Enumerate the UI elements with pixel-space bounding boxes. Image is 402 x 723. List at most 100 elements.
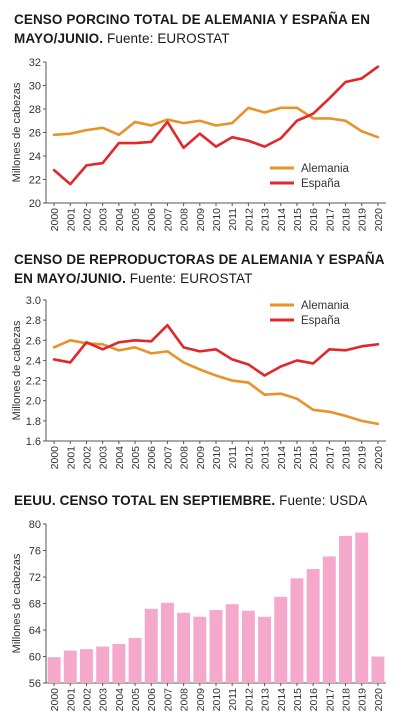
y-tick-label: 22	[29, 175, 41, 187]
x-tick-label: 2002	[81, 688, 93, 712]
y-axis-title: Millones de cabezas	[11, 553, 23, 653]
y-tick-label: 80	[29, 519, 41, 531]
x-tick-label: 2006	[146, 208, 158, 232]
y-tick-label: 28	[29, 104, 41, 116]
x-tick-label: 2001	[65, 208, 77, 232]
chart-title-3-text: EEUU. CENSO TOTAL EN SEPTIEMBRE.	[14, 493, 276, 508]
bar-2015	[290, 578, 304, 683]
chart-1-group: 20 22 24 26 28 30 32 Millones de cabezas 2000 200…	[11, 57, 386, 231]
y-tick-label: 24	[29, 151, 41, 163]
y-tick-label: 30	[29, 81, 41, 93]
x-tick-label: 2018	[341, 688, 353, 712]
bar-2008	[177, 612, 191, 683]
x-tick-label: 2004	[114, 446, 126, 470]
y-axis-title: Millones de cabezas	[11, 82, 23, 182]
legend-label-alemania: Alemania	[301, 163, 350, 175]
x-tick-label: 2009	[195, 446, 207, 470]
y-tick-label: 1.6	[26, 436, 41, 448]
x-tick-label: 2007	[162, 208, 174, 232]
x-tick-label: 2002	[81, 446, 93, 470]
x-tick-label: 2005	[130, 208, 142, 232]
x-tick-label: 2020	[373, 208, 385, 232]
x-tick-label: 2007	[162, 688, 174, 712]
x-tick-label: 2013	[260, 688, 272, 712]
chart-title-3: EEUU. CENSO TOTAL EN SEPTIEMBRE. Fuente:…	[14, 491, 367, 510]
y-tick-label: 20	[29, 198, 41, 210]
x-tick-label: 2004	[114, 688, 126, 712]
series-line-alemania	[52, 338, 380, 426]
bar-2002	[80, 649, 93, 683]
x-tick-label: 2020	[373, 446, 385, 470]
y-tick-label: 1.8	[26, 416, 41, 428]
y-tick-label: 2.0	[26, 396, 41, 408]
bar-2004	[112, 643, 126, 683]
chart-title-1-text: CENSO PORCINO TOTAL DE ALEMANIA Y ESPAÑA…	[14, 12, 371, 46]
y-tick-label: 26	[29, 128, 41, 140]
y-axis-title: Millones de cabezas	[11, 320, 23, 420]
bar-2005	[128, 637, 142, 683]
bar-2010	[209, 610, 223, 683]
chart-source-3: Fuente: USDA	[279, 493, 368, 508]
bar-2019	[355, 532, 369, 683]
y-tick-label: 3.0	[26, 295, 41, 307]
y-tick-label: 2.4	[26, 355, 41, 367]
x-tick-label: 2001	[65, 688, 77, 712]
x-tick-label: 2009	[195, 208, 207, 232]
x-tick-label: 2018	[341, 208, 353, 232]
x-tick-label: 2014	[276, 446, 288, 470]
x-tick-label: 2017	[324, 208, 336, 232]
chart-2-group: 1.6 1.8 2.0 2.2 2.4 2.6 2.8 3.0 Millones de cabe…	[11, 295, 386, 469]
bar-2007	[160, 602, 174, 683]
x-tick-label: 2006	[146, 688, 158, 712]
x-tick-label: 2005	[130, 446, 142, 470]
bar-2000	[47, 657, 61, 683]
x-tick-label: 2000	[49, 208, 61, 232]
x-tick-label: 2010	[211, 446, 223, 470]
series-line-espana	[52, 323, 380, 377]
x-tick-label: 2012	[243, 688, 255, 712]
x-tick-label: 2014	[276, 208, 288, 232]
series-line-espana	[52, 65, 380, 186]
x-tick-label: 2000	[49, 688, 61, 712]
bar-2017	[322, 556, 336, 683]
legend-label-espana: España	[301, 178, 341, 190]
x-tick-label: 2010	[211, 208, 223, 232]
x-tick-label: 2008	[179, 208, 191, 232]
y-tick-label: 60	[29, 652, 41, 664]
x-tick-label: 2013	[260, 208, 272, 232]
x-tick-label: 2004	[114, 208, 126, 232]
x-tick-label: 2011	[227, 208, 239, 231]
x-tick-label: 2016	[308, 208, 320, 232]
x-tick-label: 2003	[98, 208, 110, 232]
chart-title-1: CENSO PORCINO TOTAL DE ALEMANIA Y ESPAÑA…	[14, 10, 402, 48]
chart-title-2-text: CENSO DE REPRODUCTORAS DE ALEMANIA Y ESP…	[14, 252, 385, 286]
x-tick-label: 2001	[65, 446, 77, 470]
x-tick-label: 2011	[227, 688, 239, 711]
y-tick-label: 2.2	[26, 376, 41, 388]
y-tick-label: 32	[29, 57, 41, 69]
chart-3-group: 56 60 64 68 72 76 80 Millones de cabezas 2000 200…	[11, 519, 386, 711]
x-tick-label: 2019	[357, 446, 369, 470]
x-tick-label: 2015	[292, 688, 304, 712]
x-tick-label: 2010	[211, 688, 223, 712]
x-tick-label: 2003	[98, 688, 110, 712]
x-tick-label: 2015	[292, 208, 304, 232]
x-tick-label: 2005	[130, 688, 142, 712]
bar-2003	[96, 646, 110, 683]
y-tick-label: 64	[29, 625, 41, 637]
chart-title-2: CENSO DE REPRODUCTORAS DE ALEMANIA Y ESP…	[14, 250, 402, 288]
x-tick-label: 2012	[243, 208, 255, 232]
x-tick-label: 2012	[243, 446, 255, 470]
y-tick-label: 68	[29, 599, 41, 611]
bar-2006	[144, 608, 158, 683]
x-tick-label: 2007	[162, 446, 174, 470]
x-tick-label: 2008	[179, 688, 191, 712]
x-tick-label: 2016	[308, 688, 320, 712]
x-tick-label: 2011	[227, 446, 239, 469]
x-tick-label: 2019	[357, 208, 369, 232]
x-tick-label: 2017	[324, 446, 336, 470]
x-tick-label: 2016	[308, 446, 320, 470]
x-tick-label: 2000	[49, 446, 61, 470]
x-tick-label: 2018	[341, 446, 353, 470]
